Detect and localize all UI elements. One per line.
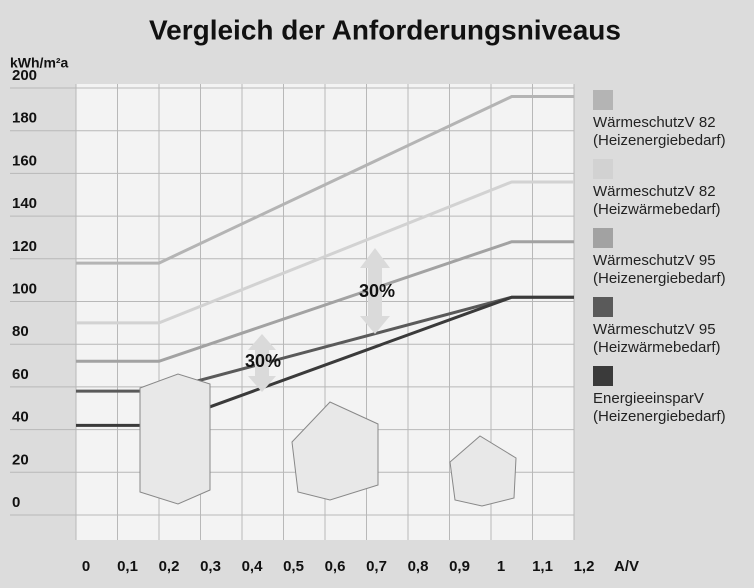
legend-label: WärmeschutzV 95 (Heizwärmebedarf) bbox=[593, 321, 753, 357]
y-tick-label: 200 bbox=[12, 67, 37, 84]
y-tick-label: 100 bbox=[12, 280, 37, 297]
x-tick-label: 1,2 bbox=[574, 558, 595, 575]
x-tick-label: 0,4 bbox=[242, 558, 264, 575]
y-tick-label: 0 bbox=[12, 494, 20, 511]
page: {"chart_data": {"type": "line", "title":… bbox=[0, 0, 754, 588]
x-tick-label: 1 bbox=[497, 558, 505, 575]
chart-title: Vergleich der Anforderungsniveaus bbox=[149, 14, 621, 45]
x-tick-label: 0,8 bbox=[408, 558, 429, 575]
x-tick-label: 0,2 bbox=[159, 558, 180, 575]
x-tick-label: 0,6 bbox=[325, 558, 346, 575]
legend-item: WärmeschutzV 95 (Heizwärmebedarf) bbox=[593, 297, 753, 366]
x-tick-label: 0,3 bbox=[200, 558, 221, 575]
legend: WärmeschutzV 82 (Heizenergiebedarf) Wärme… bbox=[593, 90, 753, 435]
x-tick-label: 0,5 bbox=[283, 558, 304, 575]
legend-label: WärmeschutzV 95 (Heizenergiebedarf) bbox=[593, 252, 753, 288]
x-tick-label: 0 bbox=[82, 558, 90, 575]
legend-item: WärmeschutzV 82 (Heizwärmebedarf) bbox=[593, 159, 753, 228]
y-tick-label: 60 bbox=[12, 366, 29, 383]
y-tick-label: 160 bbox=[12, 152, 37, 169]
y-tick-label: 20 bbox=[12, 451, 29, 468]
legend-label: EnergieeinsparV (Heizenergiebedarf) bbox=[593, 390, 753, 426]
legend-label: WärmeschutzV 82 (Heizwärmebedarf) bbox=[593, 183, 753, 219]
legend-swatch bbox=[593, 228, 613, 248]
x-axis-label: A/V bbox=[614, 558, 639, 575]
legend-item: WärmeschutzV 82 (Heizenergiebedarf) bbox=[593, 90, 753, 159]
x-tick-label: 1,1 bbox=[532, 558, 553, 575]
annotation: 30% bbox=[245, 351, 281, 371]
annotation: 30% bbox=[359, 281, 395, 301]
legend-swatch bbox=[593, 366, 613, 386]
y-tick-label: 80 bbox=[12, 323, 29, 340]
x-tick-label: 0,7 bbox=[366, 558, 387, 575]
legend-swatch bbox=[593, 159, 613, 179]
y-tick-label: 180 bbox=[12, 110, 37, 127]
y-tick-label: 40 bbox=[12, 409, 29, 426]
legend-swatch bbox=[593, 297, 613, 317]
legend-swatch bbox=[593, 90, 613, 110]
y-tick-label: 140 bbox=[12, 195, 37, 212]
x-tick-label: 0,9 bbox=[449, 558, 470, 575]
y-tick-label: 120 bbox=[12, 238, 37, 255]
legend-label: WärmeschutzV 82 (Heizenergiebedarf) bbox=[593, 114, 753, 150]
x-tick-label: 0,1 bbox=[117, 558, 138, 575]
legend-item: WärmeschutzV 95 (Heizenergiebedarf) bbox=[593, 228, 753, 297]
building-tall bbox=[140, 374, 210, 504]
legend-item: EnergieeinsparV (Heizenergiebedarf) bbox=[593, 366, 753, 435]
